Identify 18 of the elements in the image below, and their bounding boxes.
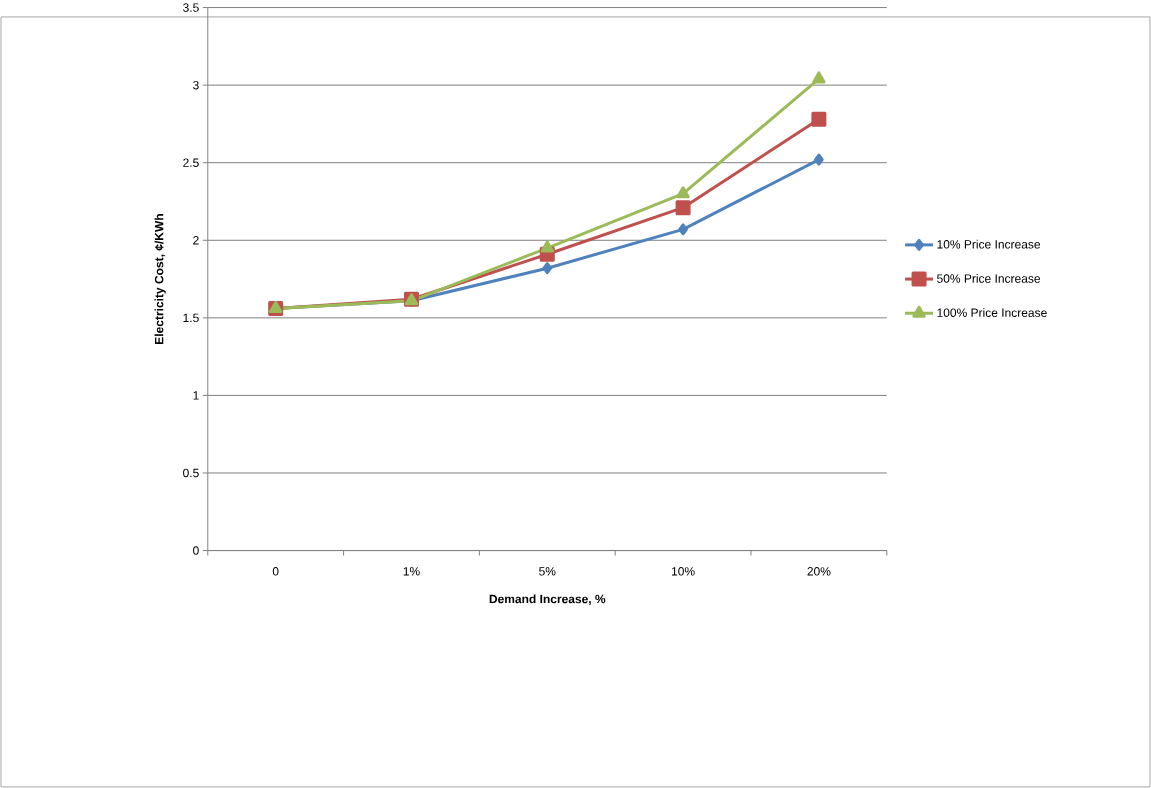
legend-label: 10% Price Increase (937, 239, 1041, 249)
y-tick-label: 0 (193, 546, 199, 555)
legend-label: 100% Price Increase (937, 308, 1047, 317)
y-tick-label: 3.5 (183, 3, 199, 12)
y-axis-title: Electricity Cost, ¢/KWh (154, 214, 166, 344)
y-tick-label: 2 (193, 236, 199, 245)
x-tick-label: 5% (539, 567, 556, 576)
y-tick-label: 3 (193, 80, 199, 90)
x-axis-title: Demand Increase, % (489, 594, 606, 605)
y-tick-label: 0.5 (183, 468, 199, 478)
x-tick-label: 10% (671, 567, 695, 576)
y-tick-label: 1 (193, 391, 199, 400)
x-tick-label: 1% (403, 567, 420, 576)
y-tick-label: 1.5 (183, 313, 199, 323)
legend-label: 50% Price Increase (937, 273, 1041, 283)
x-tick-label: 0 (272, 567, 279, 576)
y-tick-label: 2.5 (183, 158, 199, 167)
x-tick-label: 20% (807, 567, 831, 576)
